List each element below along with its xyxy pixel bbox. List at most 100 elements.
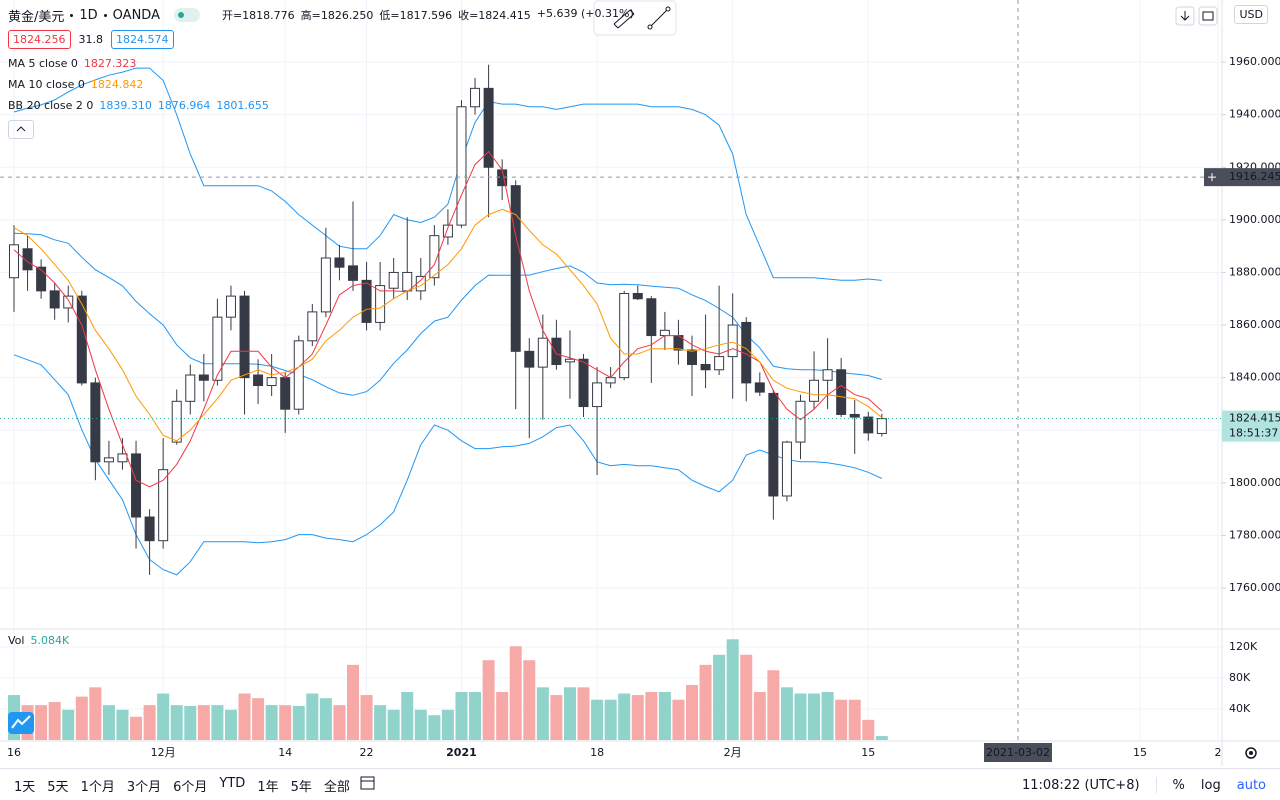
collapse-legend[interactable] — [8, 120, 34, 139]
range-button[interactable]: YTD — [219, 775, 246, 791]
candle-body — [334, 257, 345, 268]
candle-body — [375, 285, 386, 323]
exchange: OANDA — [112, 7, 160, 23]
candle-body — [876, 418, 887, 434]
x-tick-label: 16 — [7, 746, 21, 759]
candles — [9, 64, 887, 575]
volume-bar — [699, 664, 712, 740]
currency[interactable]: USD — [1234, 5, 1268, 24]
ohlc-item: +5.639 (+0.31%) — [536, 7, 634, 20]
axes: 1760.0001780.0001800.0001820.0001840.000… — [7, 55, 1280, 759]
settings-icon[interactable] — [1245, 747, 1257, 759]
tool-channel[interactable] — [613, 9, 635, 29]
volume-bar — [252, 698, 265, 740]
range-button[interactable]: 5天 — [47, 779, 69, 795]
volume-bar — [726, 639, 739, 740]
candle-body — [863, 416, 874, 434]
candle-body — [442, 224, 453, 238]
volume-bar — [224, 709, 237, 740]
overlays: 1824.415 18:51:37 1916.245 2021-03-02 — [0, 0, 1280, 762]
ohlc-item: 开=1818.776 — [221, 9, 295, 22]
clock: 11:08:22 (UTC+8) — [1021, 777, 1140, 793]
volume-bar — [441, 709, 454, 740]
y-tick-label: 1940.000 — [1229, 108, 1280, 121]
volume-bar — [469, 691, 482, 740]
tool-palette-bg — [593, 0, 677, 36]
indicator-name[interactable]: MA 5 close 0 — [8, 57, 78, 70]
volume-bar — [780, 687, 793, 740]
candle-body — [700, 363, 711, 371]
volume-bar — [197, 705, 210, 740]
bollinger-lower — [13, 354, 883, 576]
volume-bar — [645, 691, 658, 740]
range-button[interactable]: 3个月 — [126, 779, 162, 795]
separator — [70, 13, 74, 17]
interval[interactable]: 1D — [79, 7, 98, 23]
volume-bar — [75, 696, 88, 740]
crosshair-date-box — [984, 743, 1052, 762]
percent-toggle[interactable]: % — [1172, 777, 1185, 793]
candle-body — [293, 340, 304, 410]
indicator-name[interactable]: MA 10 close 0 — [8, 78, 85, 91]
x-tick-label: 2021 — [446, 746, 477, 759]
ask[interactable]: 1824.574 — [111, 30, 174, 49]
volume-bar — [523, 660, 536, 740]
ohlc-item: 高=1826.250 — [300, 9, 374, 22]
volume-bar — [89, 687, 102, 740]
spread: 31.8 — [78, 33, 104, 46]
range-button[interactable]: 1年 — [257, 779, 279, 795]
logo — [8, 712, 34, 734]
tool-trendline[interactable] — [647, 6, 671, 30]
range-button[interactable]: 6个月 — [173, 779, 208, 795]
volume-bar — [767, 670, 780, 740]
x-tick-label: 2 — [1215, 746, 1222, 759]
indicator-value: 1876.964 — [157, 99, 211, 112]
candle-body — [470, 87, 481, 108]
volume-bar — [618, 693, 631, 740]
volume-bar — [238, 693, 251, 740]
volume-bar — [563, 687, 576, 740]
volume-bar — [265, 705, 278, 740]
bid[interactable]: 1824.256 — [8, 30, 71, 49]
ohlc-item: 低=1817.596 — [379, 9, 453, 22]
ohlc-item: 收=1824.415 — [458, 9, 531, 22]
volume-tick-label: 120K — [1229, 640, 1258, 653]
range-button[interactable]: 5年 — [290, 779, 312, 795]
candle-body — [836, 369, 847, 415]
symbol[interactable]: 黄金/美元 — [8, 9, 65, 25]
volume-bar — [753, 691, 766, 740]
y-tick-label: 1780.000 — [1229, 528, 1280, 541]
scroll-button[interactable] — [1175, 6, 1195, 26]
volume-bar — [631, 695, 644, 740]
y-tick-label: 1840.000 — [1229, 371, 1280, 384]
candle-body — [131, 453, 142, 518]
volume-bar — [360, 695, 373, 740]
candle-body — [49, 290, 60, 309]
candle-body — [456, 106, 467, 226]
candle-body — [632, 292, 643, 300]
range-button[interactable]: 1天 — [14, 779, 36, 795]
indicator-legend: MA 5 close 0 1827.323 — [8, 57, 136, 70]
crosshair-plus[interactable] — [1208, 173, 1216, 182]
volume-bar — [875, 736, 888, 740]
crosshair-price-box — [1204, 168, 1280, 187]
volume-bar — [835, 699, 848, 740]
log-toggle[interactable]: log — [1200, 777, 1221, 793]
reset-button[interactable] — [1198, 6, 1218, 26]
indicator-legend: MA 10 close 0 1824.842 — [8, 78, 143, 91]
volume-bar — [35, 705, 48, 740]
candle-body — [754, 382, 765, 393]
candle-body — [361, 279, 372, 323]
range-button[interactable]: 全部 — [323, 779, 350, 795]
x-tick-label: 12月 — [151, 746, 176, 759]
countdown: 18:51:37 — [1229, 427, 1278, 440]
range-button[interactable]: 1个月 — [80, 779, 115, 795]
goto-date-icon[interactable] — [360, 776, 375, 790]
indicator-name[interactable]: BB 20 close 2 0 — [8, 99, 94, 112]
candle-body — [90, 382, 101, 463]
candle-body — [646, 298, 657, 337]
candle-body — [524, 350, 535, 368]
auto-toggle[interactable]: auto — [1236, 777, 1266, 793]
candle-body — [266, 377, 277, 387]
